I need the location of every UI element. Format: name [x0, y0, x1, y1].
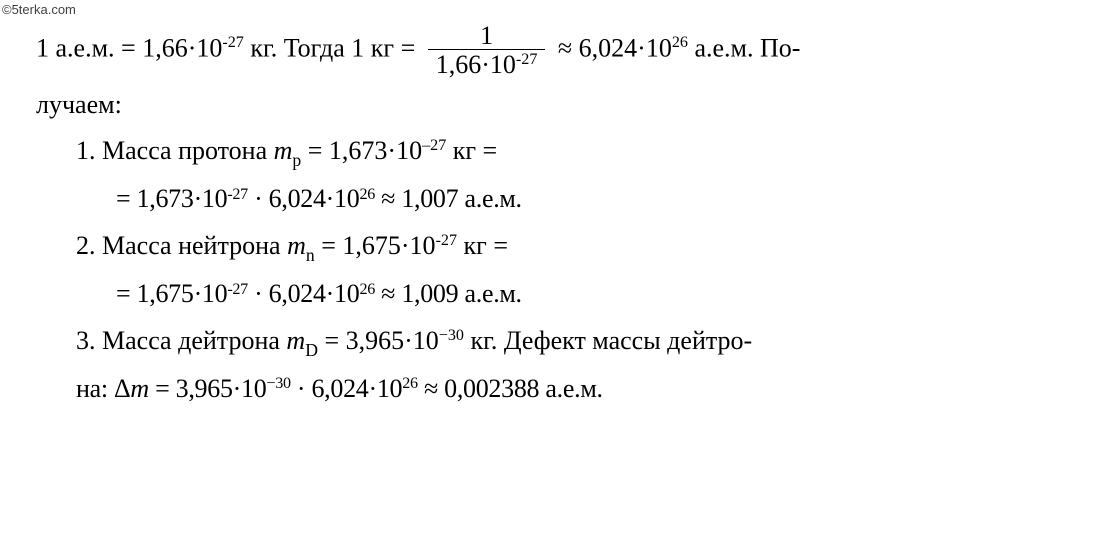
text: = 3,965·10: [149, 374, 267, 403]
item-3-line-2: на: Δm = 3,965·10−30 · 6,024·1026 ≈ 0,00…: [36, 369, 1079, 409]
text: = 1,673·10: [301, 136, 422, 165]
exponent: 26: [359, 281, 375, 298]
item-1-line-2: = 1,673·10-27 · 6,024·1026 ≈ 1,007 а.е.м…: [36, 179, 1079, 219]
variable-m: m: [274, 136, 293, 165]
item-2-line-1: 2. Масса нейтрона mn = 1,675·10-27 кг =: [36, 226, 1079, 269]
subscript: n: [306, 245, 315, 265]
exponent: 26: [402, 375, 418, 392]
intro-line-1: 1 а.е.м. = 1,66·10-27 кг. Тогда 1 кг = 1…: [36, 22, 1079, 79]
subscript: p: [292, 150, 301, 170]
text: кг. Дефект массы дейтро-: [464, 326, 752, 355]
text: на: Δ: [76, 374, 130, 403]
text: 1 а.е.м. = 1,66·10: [36, 33, 222, 62]
exponent: 26: [672, 34, 688, 51]
variable-m: m: [286, 326, 305, 355]
item-2-line-2: = 1,675·10-27 · 6,024·1026 ≈ 1,009 а.е.м…: [36, 274, 1079, 314]
exponent: -27: [436, 232, 457, 249]
exponent: -27: [222, 34, 243, 51]
text: = 3,965·10: [318, 326, 439, 355]
text: · 6,024·10: [248, 184, 360, 213]
variable-m: m: [287, 231, 306, 260]
exponent: ‒27: [422, 137, 446, 154]
variable-m: m: [130, 374, 148, 403]
text: 1,66·10: [436, 50, 516, 79]
denominator: 1,66·10-27: [428, 50, 546, 78]
text: · 6,024·10: [291, 374, 403, 403]
text: = 1,675·10: [315, 231, 436, 260]
intro-line-2: лучаем:: [36, 85, 1079, 125]
fraction: 1 1,66·10-27: [428, 22, 546, 79]
exponent: 26: [359, 186, 375, 203]
document-body: 1 а.е.м. = 1,66·10-27 кг. Тогда 1 кг = 1…: [0, 0, 1115, 410]
text: ≈ 1,009 а.е.м.: [375, 279, 522, 308]
text: ≈ 0,002388 а.е.м.: [418, 374, 603, 403]
subscript: D: [305, 340, 318, 360]
exponent: −30: [266, 375, 290, 392]
watermark: ©5terka.com: [2, 2, 76, 17]
text: ≈ 1,007 а.е.м.: [375, 184, 522, 213]
exponent: -27: [516, 51, 537, 68]
numerator: 1: [428, 22, 546, 50]
text: = 1,673·10: [116, 184, 227, 213]
text: кг =: [446, 136, 497, 165]
item-3-line-1: 3. Масса дейтрона mD = 3,965·10−30 кг. Д…: [36, 321, 1079, 364]
text: ≈ 6,024·10: [551, 33, 671, 62]
text: кг. Тогда 1 кг =: [244, 33, 422, 62]
text: = 1,675·10: [116, 279, 227, 308]
text: 2. Масса нейтрона: [76, 231, 287, 260]
text: · 6,024·10: [248, 279, 360, 308]
text: 3. Масса дейтрона: [76, 326, 286, 355]
text: 1. Масса протона: [76, 136, 274, 165]
exponent: -27: [227, 186, 248, 203]
text: кг =: [457, 231, 508, 260]
item-1-line-1: 1. Масса протона mp = 1,673·10‒27 кг =: [36, 131, 1079, 174]
exponent: −30: [439, 327, 464, 344]
exponent: -27: [227, 281, 248, 298]
text: а.е.м. По-: [688, 33, 800, 62]
